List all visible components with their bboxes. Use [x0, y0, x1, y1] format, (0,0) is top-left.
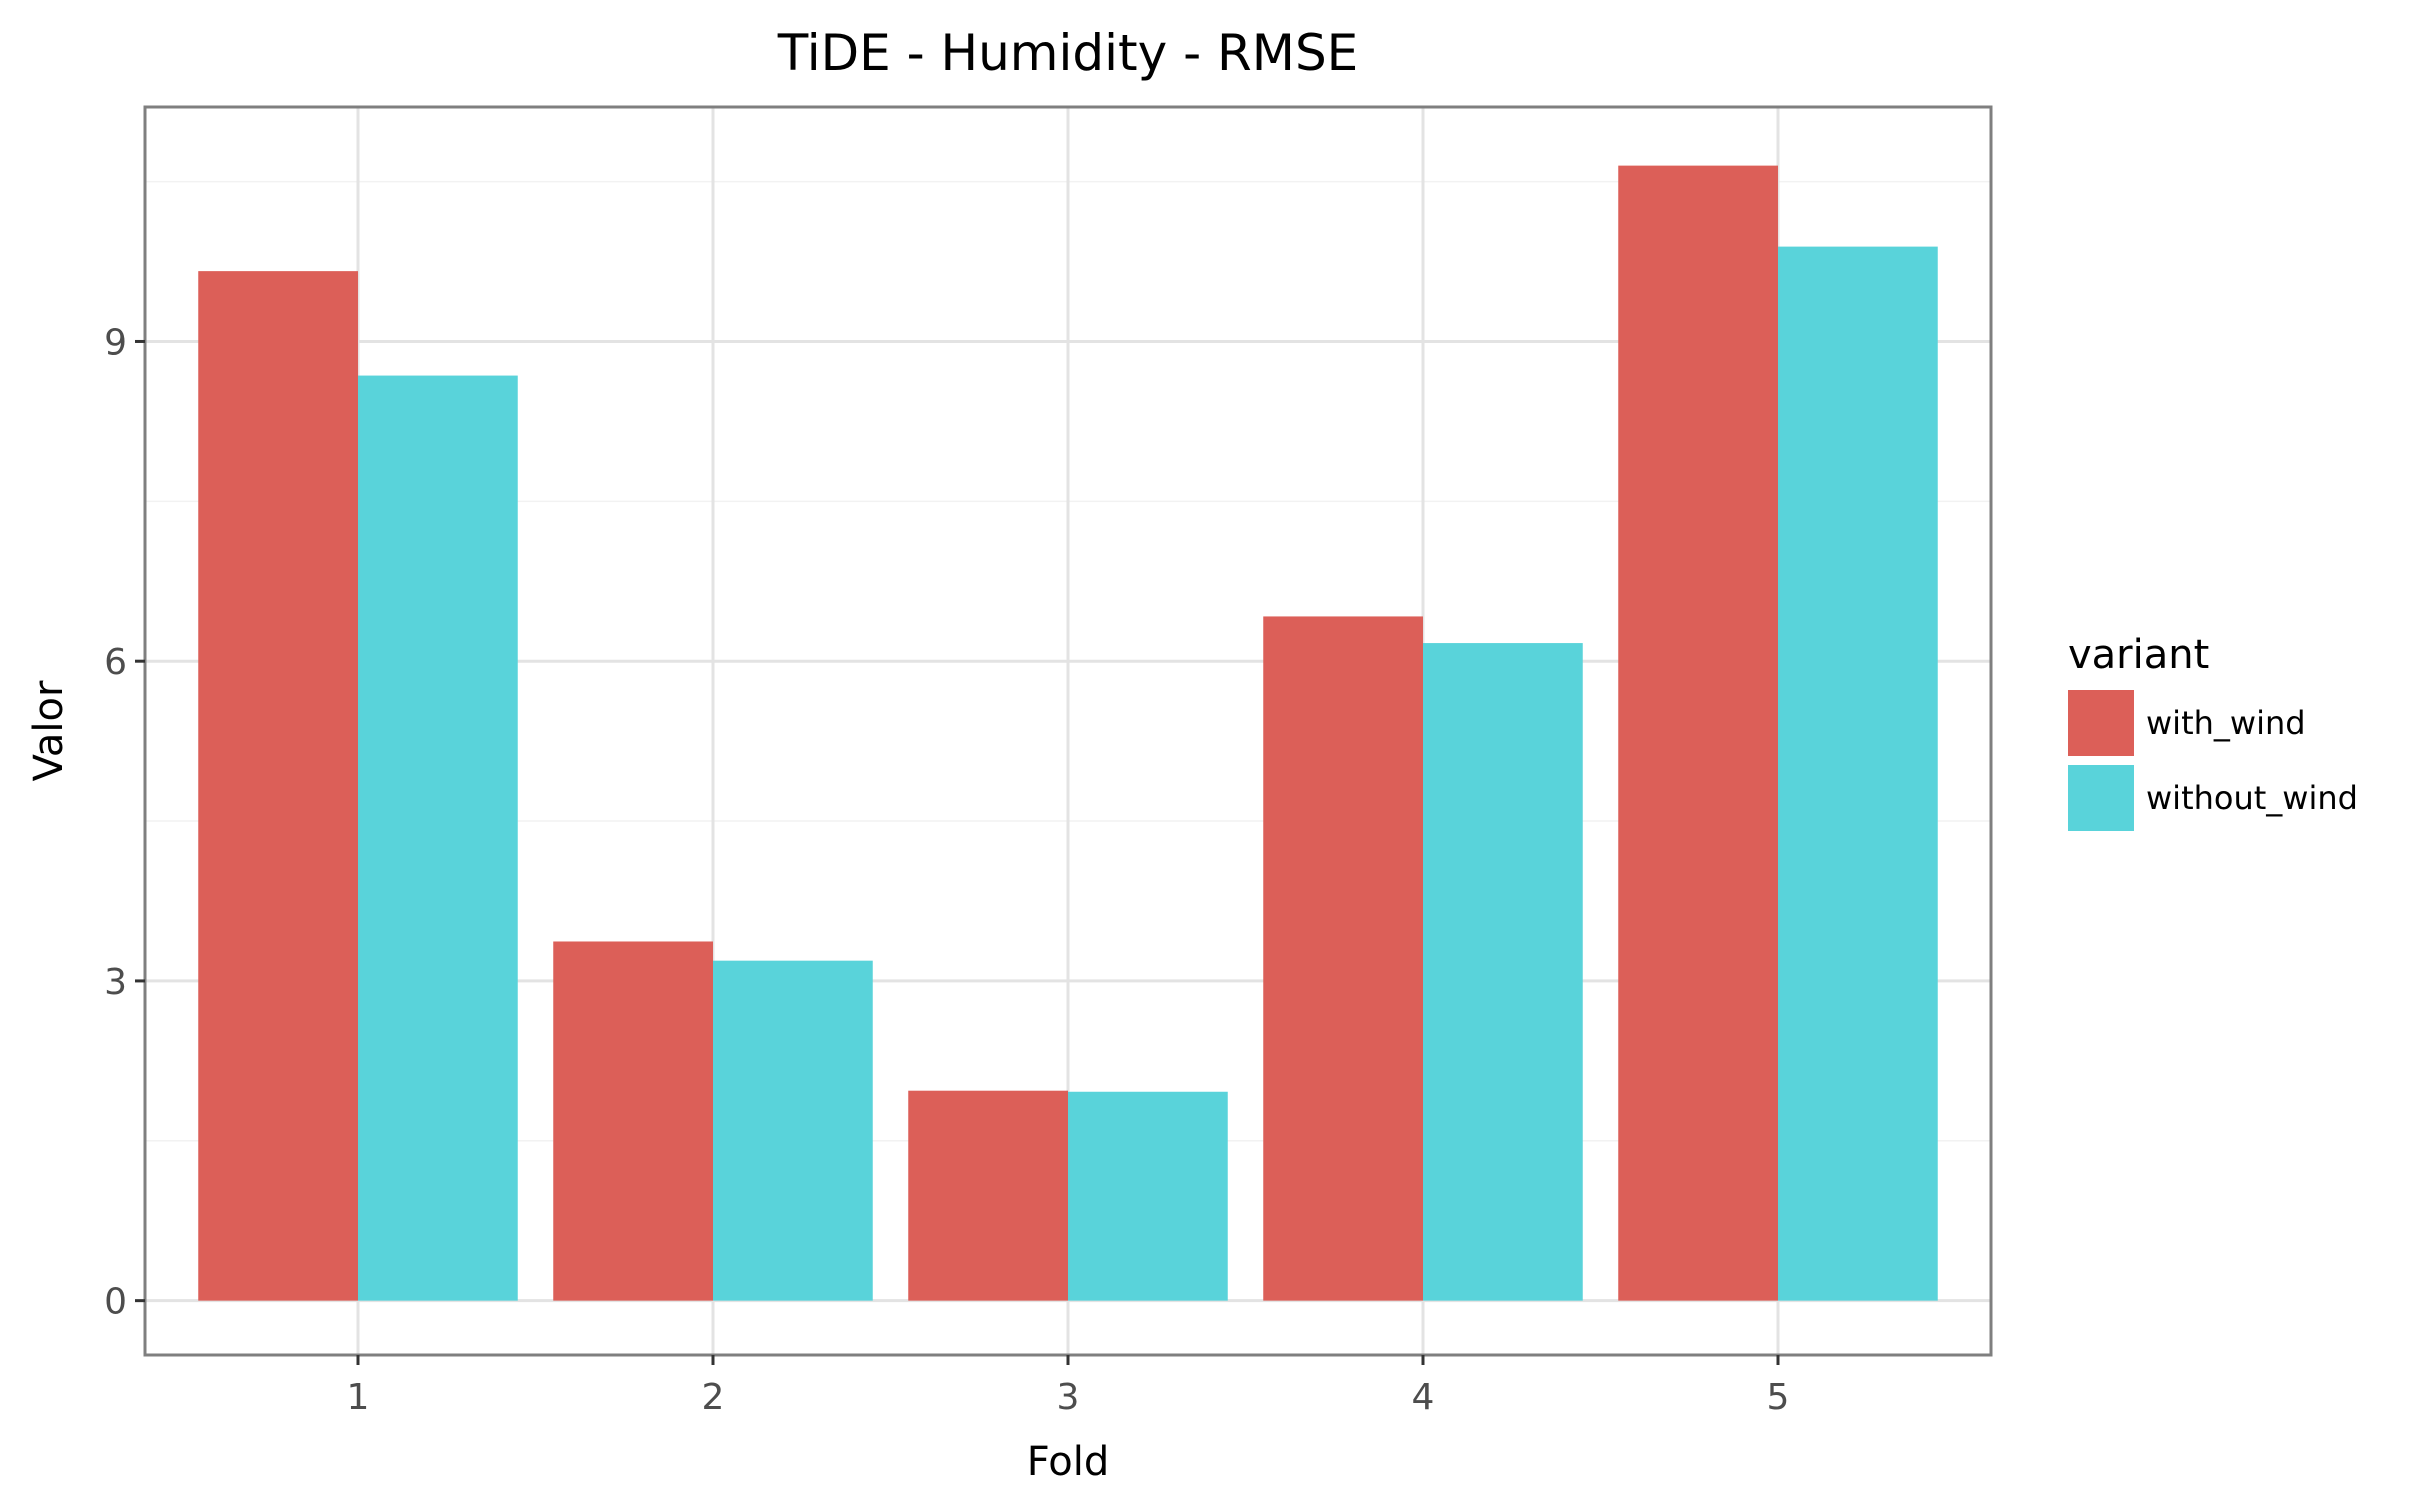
bar-with_wind-fold-5 — [1618, 165, 1778, 1301]
y-tick-label: 0 — [104, 1282, 127, 1323]
x-tick-label: 5 — [1767, 1377, 1790, 1418]
x-tick-label: 4 — [1412, 1377, 1435, 1418]
legend-title: variant — [2068, 632, 2209, 678]
bars — [198, 165, 1938, 1301]
legend-items: with_wind without_wind — [2068, 690, 2358, 831]
legend-swatch-without_wind — [2068, 765, 2134, 831]
bar-without_wind-fold-4 — [1423, 643, 1583, 1301]
x-tick-label: 1 — [347, 1377, 370, 1418]
y-tick-label: 9 — [104, 322, 127, 363]
x-axis: 1 2 3 4 5 — [347, 1355, 1790, 1418]
y-tick-label: 6 — [104, 642, 127, 683]
legend-label-without_wind: without_wind — [2146, 779, 2358, 817]
bar-with_wind-fold-2 — [553, 941, 713, 1301]
y-tick-label: 3 — [104, 962, 127, 1003]
bar-with_wind-fold-4 — [1263, 616, 1423, 1301]
y-axis: 0 3 6 9 — [104, 322, 145, 1323]
legend-swatch-with_wind — [2068, 690, 2134, 756]
legend: variant with_wind without_wind — [2068, 632, 2358, 831]
chart-title: TiDE - Humidity - RMSE — [777, 24, 1359, 82]
x-axis-title: Fold — [1027, 1439, 1110, 1485]
bar-without_wind-fold-1 — [358, 375, 518, 1301]
legend-label-with_wind: with_wind — [2146, 704, 2306, 742]
bar-without_wind-fold-5 — [1778, 246, 1938, 1301]
y-axis-title: Valor — [26, 680, 72, 781]
x-tick-label: 3 — [1057, 1377, 1080, 1418]
bar-with_wind-fold-3 — [908, 1090, 1068, 1301]
x-tick-label: 2 — [702, 1377, 725, 1418]
bar-without_wind-fold-3 — [1068, 1091, 1228, 1301]
bar-with_wind-fold-1 — [198, 271, 358, 1301]
bar-without_wind-fold-2 — [713, 960, 873, 1301]
